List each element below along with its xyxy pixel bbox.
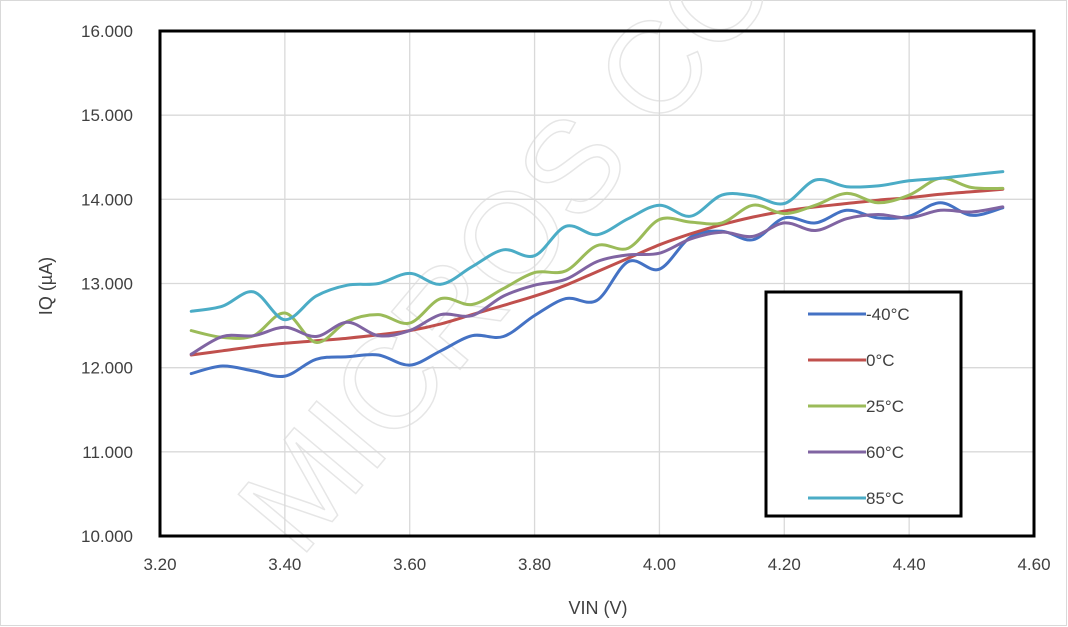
legend-box — [764, 290, 963, 518]
y-tick-labels: 10.000 11.000 12.000 13.000 14.000 15.000 16.0… — [81, 22, 133, 546]
x-tick-label: 3.60 — [393, 555, 426, 574]
legend-label-2: 25°C — [866, 397, 904, 416]
series-line-2 — [189, 176, 1005, 344]
x-tick-label: 3.80 — [518, 555, 551, 574]
x-tick-label: 4.20 — [768, 555, 801, 574]
x-axis-title: VIN (V) — [568, 598, 627, 618]
legend-label-3: 60°C — [866, 443, 904, 462]
y-axis-title: IQ (µA) — [36, 257, 56, 315]
legend-label-1: 0°C — [866, 351, 895, 370]
series-line-4 — [189, 170, 1005, 322]
y-tick-label: 14.000 — [81, 190, 133, 209]
x-tick-label: 4.40 — [893, 555, 926, 574]
y-tick-label: 10.000 — [81, 527, 133, 546]
legend-label-0: -40°C — [866, 305, 910, 324]
legend: -40°C 0°C 25°C 60°C 85°C — [764, 290, 963, 518]
legend-items: -40°C 0°C 25°C 60°C 85°C — [808, 305, 910, 508]
y-tick-label: 12.000 — [81, 359, 133, 378]
y-tick-label: 16.000 — [81, 22, 133, 41]
series-lines — [189, 170, 1005, 378]
series-line-3 — [189, 205, 1005, 356]
y-tick-label: 13.000 — [81, 275, 133, 294]
x-tick-label: 3.40 — [268, 555, 301, 574]
x-tick-label: 4.00 — [643, 555, 676, 574]
plot-frame — [158, 29, 1036, 538]
x-tick-label: 3.20 — [143, 555, 176, 574]
x-tick-label: 4.60 — [1017, 555, 1050, 574]
y-tick-label: 15.000 — [81, 106, 133, 125]
x-tick-labels: 3.20 3.40 3.60 3.80 4.00 4.20 4.40 4.60 — [143, 555, 1050, 574]
legend-label-4: 85°C — [866, 489, 904, 508]
y-tick-label: 11.000 — [82, 443, 133, 462]
